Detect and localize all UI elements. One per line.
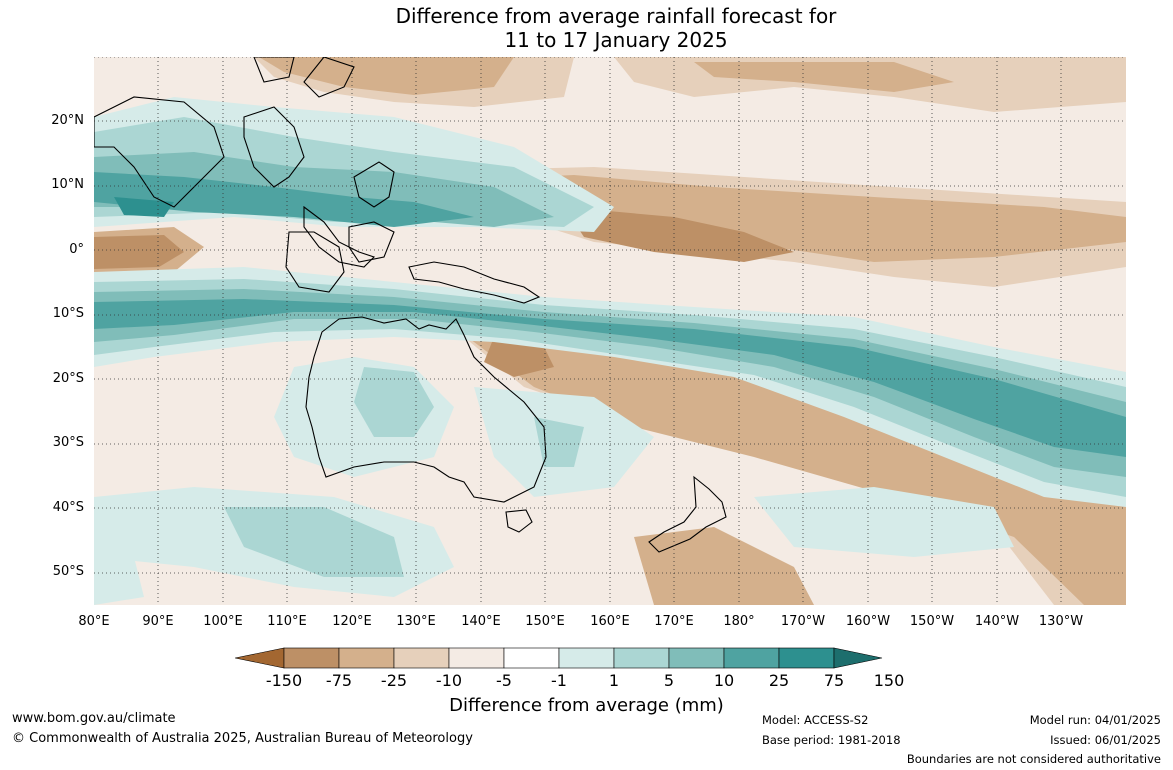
title-line-2: 11 to 17 January 2025 [504,28,728,52]
gridlines [94,57,1126,605]
legend-extend-wet [833,647,883,669]
legend-swatch [503,647,560,669]
rainfall-anomaly-map [94,57,1126,605]
lon-label-110e: 110°E [267,614,307,629]
lon-label-90e: 90°E [142,614,174,629]
lat-label-20s: 20°S [52,371,84,386]
lon-label-160w: 160°W [845,614,891,629]
legend-swatch [613,647,670,669]
lon-label-140w: 140°W [974,614,1020,629]
lat-label-equator: 0° [69,242,84,257]
legend-tick: -5 [496,671,512,690]
legend-tick: 5 [663,671,675,690]
lon-label-140e: 140°E [461,614,501,629]
legend-tick: 150 [873,671,905,690]
lon-label-170e: 170°E [654,614,694,629]
legend-tick: -150 [265,671,303,690]
legend-title: Difference from average (mm) [449,695,724,716]
legend-swatch [393,647,450,669]
legend-tick: 10 [713,671,735,690]
base-period: Base period: 1981-2018 [762,733,901,747]
issued-date: Issued: 06/01/2025 [1050,733,1161,747]
lon-label-80e: 80°E [78,614,110,629]
legend-swatch [778,647,835,669]
lon-label-130w: 130°W [1038,614,1084,629]
legend-tick: -25 [380,671,408,690]
lon-label-170w: 170°W [780,614,826,629]
legend-swatch [338,647,395,669]
website-link[interactable]: www.bom.gov.au/climate [12,711,176,726]
legend-swatch [668,647,725,669]
legend-tick: -10 [435,671,463,690]
model-run-date: Model run: 04/01/2025 [1029,713,1161,727]
boundaries-disclaimer: Boundaries are not considered authoritat… [906,752,1161,766]
lon-label-150e: 150°E [525,614,565,629]
legend-tick: 75 [823,671,845,690]
legend-swatch [558,647,615,669]
legend-swatch [283,647,340,669]
lon-label-120e: 120°E [332,614,372,629]
title-line-1: Difference from average rainfall forecas… [395,4,837,28]
legend-swatch [723,647,780,669]
legend-tick: -75 [325,671,353,690]
lon-label-160e: 160°E [590,614,630,629]
legend-tick: 1 [608,671,620,690]
lat-label-20n: 20°N [51,113,84,128]
lat-label-40s: 40°S [52,500,84,515]
copyright-text: © Commonwealth of Australia 2025, Austra… [12,731,473,746]
lon-label-150w: 150°W [909,614,955,629]
legend-colorbar [234,646,939,670]
lon-label-130e: 130°E [396,614,436,629]
map-title: Difference from average rainfall forecas… [0,4,1173,52]
legend-tick: 25 [768,671,790,690]
lat-label-10s: 10°S [52,306,84,321]
lon-label-180: 180° [723,614,755,629]
coastlines [94,57,727,553]
legend-tick: -1 [551,671,567,690]
lat-label-50s: 50°S [52,564,84,579]
model-name: Model: ACCESS-S2 [762,713,869,727]
lat-label-10n: 10°N [51,177,84,192]
legend-swatch [448,647,505,669]
lat-label-30s: 30°S [52,435,84,450]
lon-label-100e: 100°E [203,614,243,629]
legend-extend-dry [234,647,285,669]
